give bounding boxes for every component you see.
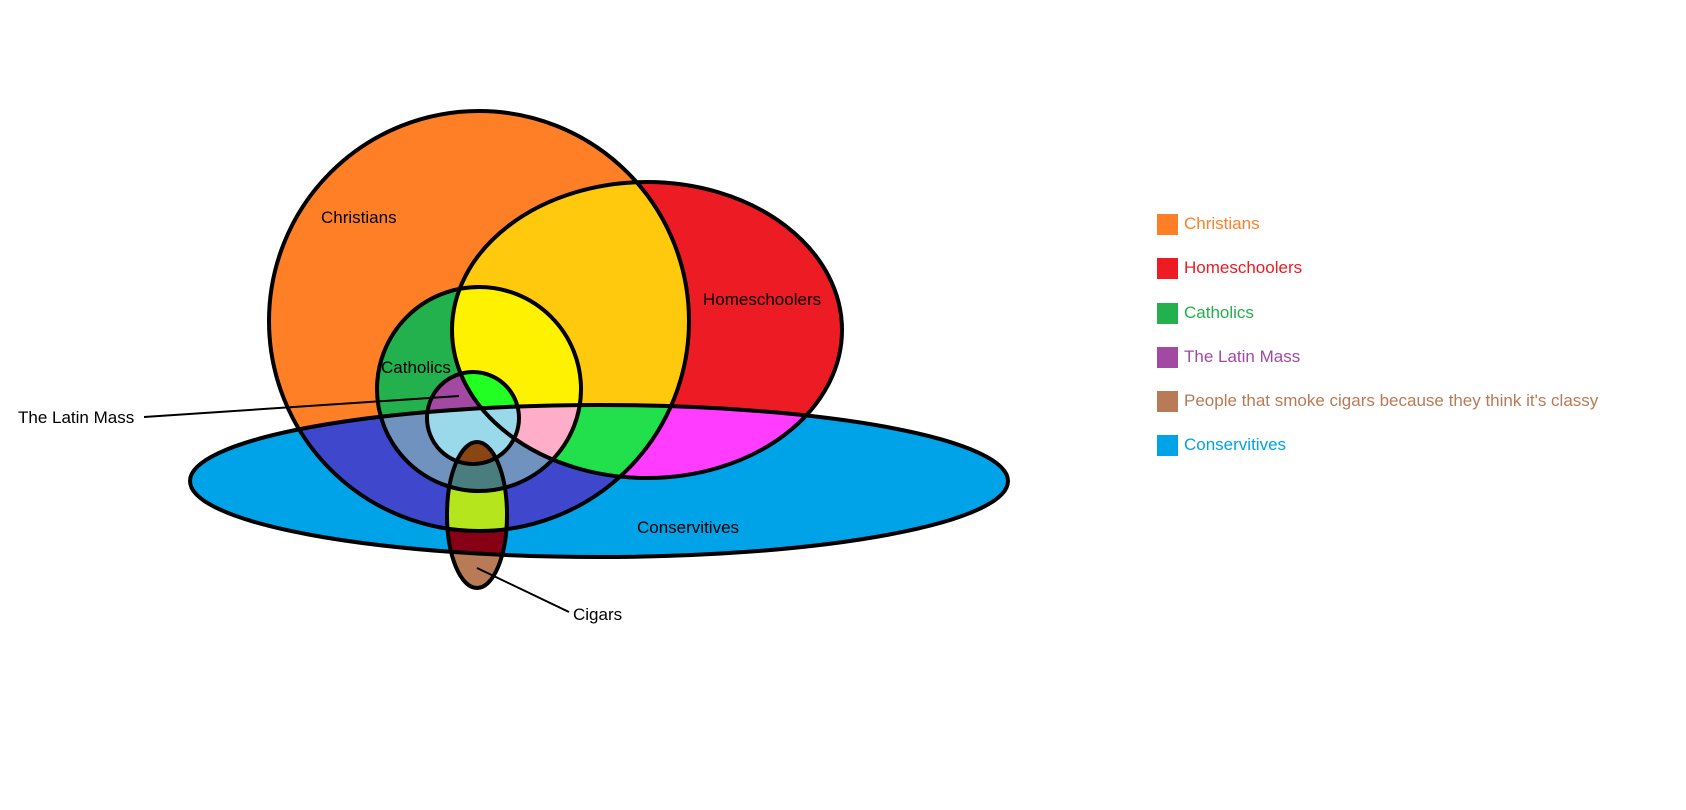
cigars-outline — [445, 440, 509, 590]
legend-swatch-homeschoolers — [1157, 258, 1178, 279]
legend-swatch-catholics — [1157, 303, 1178, 324]
christians-label: Christians — [321, 208, 397, 227]
legend-label-christians: Christians — [1184, 214, 1260, 233]
homeschoolers-label: Homeschoolers — [703, 290, 821, 309]
latin-mass-conservatives-region — [427, 405, 519, 464]
legend-label-latin-mass: The Latin Mass — [1184, 347, 1301, 366]
legend-swatch-christians — [1157, 214, 1178, 235]
legend-swatch-cigars — [1157, 391, 1178, 412]
legend-swatch-conservatives — [1157, 435, 1178, 456]
venn-diagram: Christians Homeschoolers Catholics The L… — [18, 109, 1010, 624]
latin-mass-pointer — [143, 395, 460, 418]
christians-outline — [267, 109, 691, 533]
cigars-label: Cigars — [573, 605, 622, 624]
catholics-outline — [375, 285, 583, 493]
legend-label-cigars: People that smoke cigars because they th… — [1184, 391, 1599, 410]
legend-label-conservatives: Conservitives — [1184, 435, 1287, 454]
cigars-pointer — [476, 567, 570, 613]
latin-mass-outline — [425, 370, 521, 466]
homeschoolers-outline — [450, 180, 844, 480]
legend-label-homeschoolers: Homeschoolers — [1184, 258, 1303, 277]
conservatives-label: Conservitives — [637, 518, 739, 537]
conservatives-outline — [188, 403, 1010, 559]
catholics-label: Catholics — [381, 358, 451, 377]
latin-mass-label: The Latin Mass — [18, 408, 134, 427]
legend-label-catholics: Catholics — [1184, 303, 1254, 322]
legend-swatch-latin-mass — [1157, 347, 1178, 368]
